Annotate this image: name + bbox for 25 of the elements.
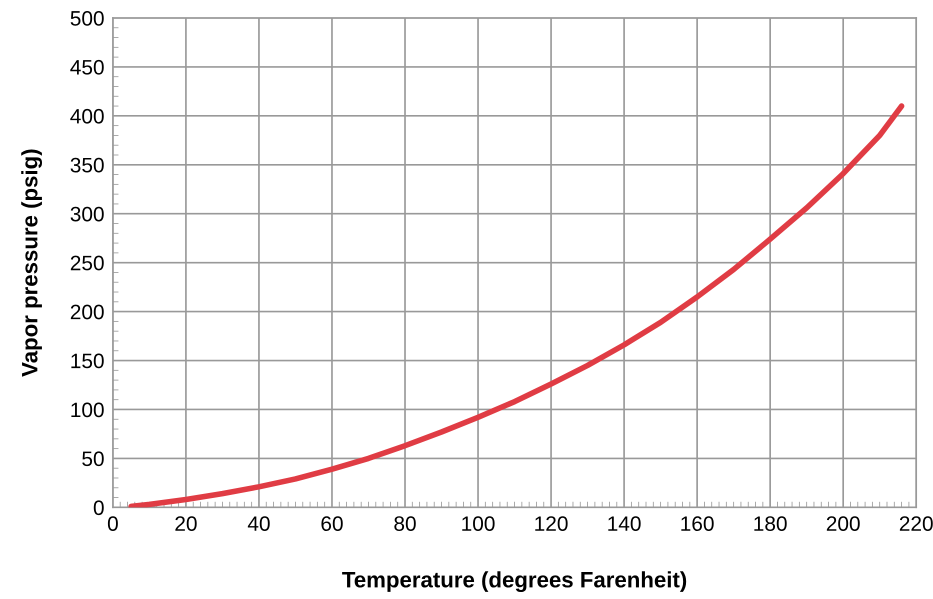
y-tick-label: 200 (70, 304, 104, 320)
x-tick-label: 100 (462, 516, 495, 531)
x-tick-label: 80 (394, 516, 416, 531)
y-tick-label: 500 (70, 10, 104, 26)
y-tick-label: 300 (70, 206, 104, 222)
y-tick-label: 100 (71, 402, 104, 418)
x-tick-label: 120 (535, 516, 568, 531)
y-tick-label: 350 (70, 158, 104, 173)
x-tick-label: 180 (754, 516, 787, 531)
y-tick-label: 400 (70, 108, 104, 124)
x-tick-label: 60 (321, 516, 343, 531)
y-tick-label: 150 (71, 354, 104, 368)
x-tick-label: 160 (681, 516, 714, 531)
y-tick-label: 250 (70, 256, 104, 270)
x-tick-label: 220 (900, 516, 933, 531)
x-axis-title: Temperature (degrees Farenheit) (342, 571, 686, 592)
y-tick-label: 450 (70, 60, 104, 75)
x-tick-label: 0 (108, 516, 118, 531)
x-tick-label: 140 (608, 516, 641, 531)
y-tick-label: 50 (82, 451, 104, 466)
y-tick-label: 0 (94, 500, 104, 516)
x-tick-label: 200 (826, 516, 860, 531)
x-tick-label: 40 (248, 516, 270, 531)
x-tick-label: 20 (175, 516, 197, 531)
y-axis-title: Vapor pressure (psig) (21, 150, 42, 377)
